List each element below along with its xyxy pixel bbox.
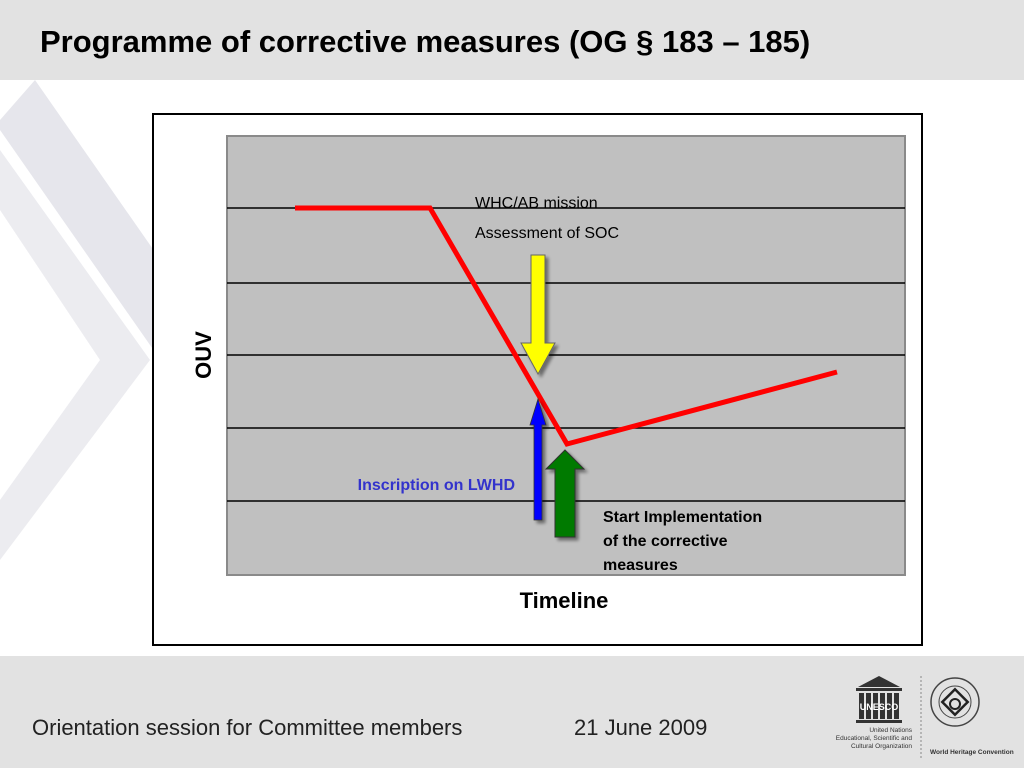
unesco-caption: United Nations Educational, Scientific a…	[802, 727, 912, 751]
logo-graphics: UNESCO	[856, 676, 980, 760]
footer-session-label: Orientation session for Committee member…	[32, 715, 463, 740]
unesco-caption-line3: Cultural Organization	[850, 743, 912, 750]
soc-assessment-label: Assessment of SOC	[475, 225, 619, 242]
implementation-label-line3: measures	[603, 557, 678, 574]
footer-date: 21 June 2009	[574, 715, 708, 740]
logo-area: UNESCO United Nations Educational, Scien…	[822, 672, 1022, 764]
whc-mission-label: WHC/AB mission	[475, 195, 598, 212]
ouv-trend-line	[295, 205, 838, 447]
chevron-inner-gap	[0, 210, 100, 500]
title-bar: Programme of corrective measures (OG § 1…	[0, 0, 1024, 80]
implementation-label-line1: Start Implementation	[603, 509, 762, 526]
inscription-label: Inscription on LWHD	[358, 477, 515, 494]
soc-assessment-arrow	[520, 254, 556, 376]
unesco-caption-line1: United Nations	[869, 727, 912, 734]
implementation-arrow	[544, 449, 586, 538]
unesco-wordmark: UNESCO	[860, 702, 899, 712]
corrective-measures-diagram: WHC/AB mission Assessment of SOC Inscrip…	[191, 135, 906, 613]
world-heritage-emblem-icon	[930, 677, 980, 727]
unesco-caption-line2: Educational, Scientific and	[835, 735, 912, 742]
diagram-frame: WHC/AB mission Assessment of SOC Inscrip…	[152, 113, 923, 646]
whc-caption: World Heritage Convention	[930, 749, 1014, 756]
implementation-label-line2: of the corrective	[603, 533, 728, 550]
x-axis-label: Timeline	[520, 588, 609, 613]
y-axis-label: OUV	[191, 331, 216, 379]
inscription-arrow	[529, 397, 547, 521]
footer-band	[0, 656, 1024, 768]
unesco-temple-icon: UNESCO	[856, 676, 902, 723]
slide-title: Programme of corrective measures (OG § 1…	[40, 24, 811, 59]
